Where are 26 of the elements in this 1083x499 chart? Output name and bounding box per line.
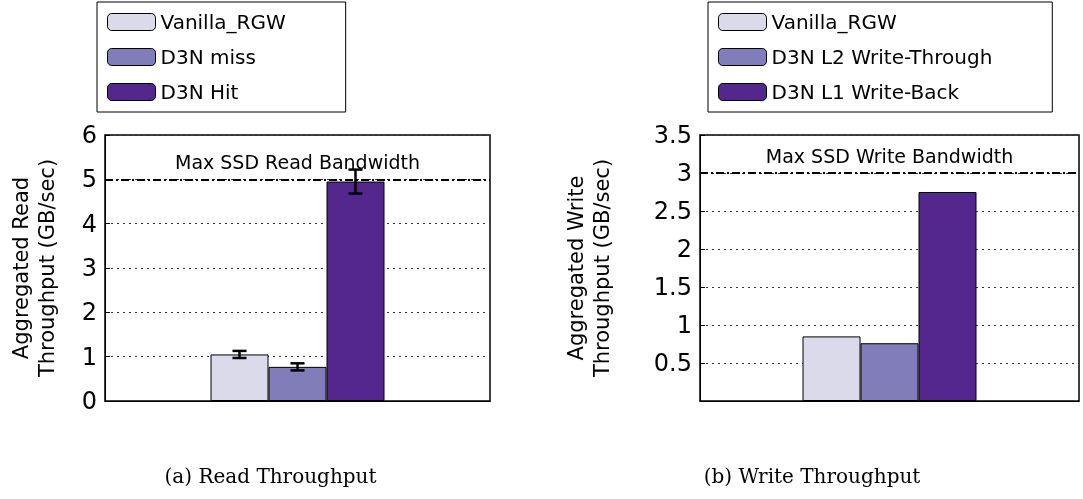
legend-label: D3N Hit [160, 80, 239, 104]
y-tick-label: 3.5 [653, 121, 692, 149]
y-tick-label: 4 [81, 209, 97, 238]
y-tick-label: 3 [81, 254, 97, 282]
legend-label: D3N L1 Write-Back [771, 80, 960, 104]
legend-label: D3N miss [160, 45, 256, 69]
y-tick-label: 2 [81, 298, 97, 327]
y-tick-label: 1.5 [653, 273, 692, 301]
legend-label: Vanilla_RGW [160, 10, 286, 34]
y-tick-label: 2.5 [653, 197, 692, 225]
legend-label: D3N L2 Write-Through [771, 45, 993, 69]
y-axis-title: Aggregated Write Throughput (GB/sec) [564, 158, 614, 379]
legend-label: Vanilla_RGW [771, 10, 897, 34]
y-tick-label: 0.5 [653, 349, 692, 377]
text: (b) Write Throughput [703, 464, 921, 488]
y-tick-label: 5 [81, 165, 97, 194]
y-tick-label: 2 [676, 235, 692, 263]
ref-line-label: Max SSD Write Bandwidth [765, 144, 1014, 167]
y-tick-label: 1 [81, 342, 97, 371]
y-tick-label: 3 [676, 159, 692, 187]
y-tick-label: 6 [81, 121, 97, 149]
y-axis-title: Aggregated Read Throughput (GB/sec) [9, 158, 59, 379]
ref-line-label: Max SSD Read Bandwidth [174, 150, 421, 173]
y-tick-label: 0 [81, 387, 97, 415]
y-tick-label: 1 [676, 311, 692, 339]
text: (a) Read Throughput [164, 464, 377, 488]
